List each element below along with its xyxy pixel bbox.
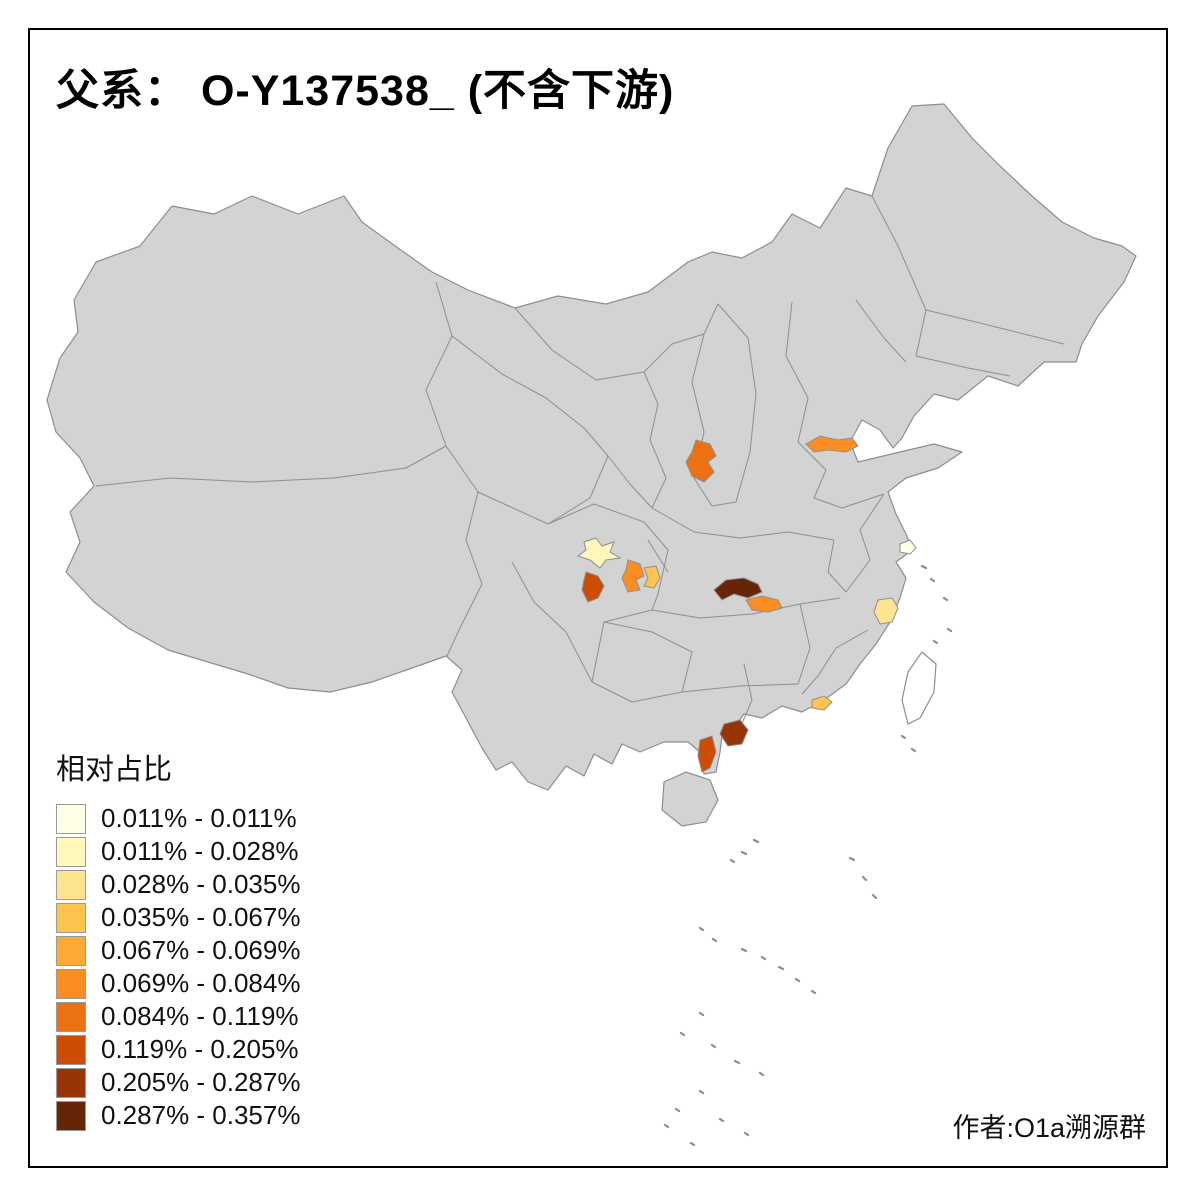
highlight-zhejiang xyxy=(873,597,899,625)
highlight-west-hubei xyxy=(713,577,763,601)
highlight-west-guangdong xyxy=(719,719,749,747)
legend-label: 0.011% - 0.011% xyxy=(101,803,297,833)
legend-swatch xyxy=(56,1067,86,1098)
legend-label: 0.069% - 0.084% xyxy=(101,968,301,998)
legend-item: 0.067% - 0.069% xyxy=(56,934,300,967)
legend-item: 0.035% - 0.067% xyxy=(56,901,300,934)
author-credit: 作者:O1a溯源群 xyxy=(952,1113,1146,1143)
legend-item: 0.069% - 0.084% xyxy=(56,967,300,1000)
legend-swatch xyxy=(56,1100,86,1131)
taiwan-island-shape xyxy=(901,651,937,725)
highlight-central-hubei xyxy=(745,595,783,613)
highlight-south-sichuan xyxy=(581,571,605,603)
legend-swatch xyxy=(56,1001,86,1032)
legend-title: 相对占比 xyxy=(56,754,173,786)
legend-label: 0.035% - 0.067% xyxy=(101,902,301,932)
legend-item: 0.205% - 0.287% xyxy=(56,1066,300,1099)
province-border-lines xyxy=(95,195,1065,729)
legend-label: 0.084% - 0.119% xyxy=(101,1001,299,1031)
highlight-chongqing-east xyxy=(643,565,661,589)
page-title: 父系： O-Y137538_ (不含下游) xyxy=(56,67,675,115)
legend-label: 0.119% - 0.205% xyxy=(101,1034,299,1064)
small-islands-specks xyxy=(663,564,953,1147)
highlight-leizhou-peninsula xyxy=(697,735,717,773)
legend-label: 0.028% - 0.035% xyxy=(101,869,301,899)
legend-swatch xyxy=(56,869,86,900)
highlight-shandong xyxy=(805,435,859,453)
highlight-shanghai xyxy=(899,539,917,555)
legend-swatch xyxy=(56,902,86,933)
legend-item: 0.119% - 0.205% xyxy=(56,1033,300,1066)
legend-swatch xyxy=(56,1034,86,1065)
china-mainland-shape xyxy=(46,103,1137,791)
legend-item: 0.028% - 0.035% xyxy=(56,868,300,901)
legend-label: 0.205% - 0.287% xyxy=(101,1067,301,1097)
hainan-island-shape xyxy=(661,771,719,827)
map-legend: 相对占比 0.011% - 0.011% 0.011% - 0.028% 0.0… xyxy=(56,746,300,1132)
highlight-shaanxi xyxy=(685,439,717,483)
legend-swatch xyxy=(56,935,86,966)
legend-item: 0.011% - 0.028% xyxy=(56,835,300,868)
legend-item: 0.084% - 0.119% xyxy=(56,1000,300,1033)
figure-border xyxy=(28,28,1168,1168)
legend-swatch xyxy=(56,803,86,834)
legend-item: 0.287% - 0.357% xyxy=(56,1099,300,1132)
legend-swatch xyxy=(56,836,86,867)
legend-label: 0.067% - 0.069% xyxy=(101,935,301,965)
legend-label: 0.011% - 0.028% xyxy=(101,836,299,866)
highlight-chongqing-west xyxy=(621,559,645,593)
highlight-east-guangdong xyxy=(811,695,833,711)
highlight-chengdu xyxy=(576,537,622,569)
legend-item: 0.011% - 0.011% xyxy=(56,802,300,835)
legend-swatch xyxy=(56,968,86,999)
legend-label: 0.287% - 0.357% xyxy=(101,1100,301,1130)
